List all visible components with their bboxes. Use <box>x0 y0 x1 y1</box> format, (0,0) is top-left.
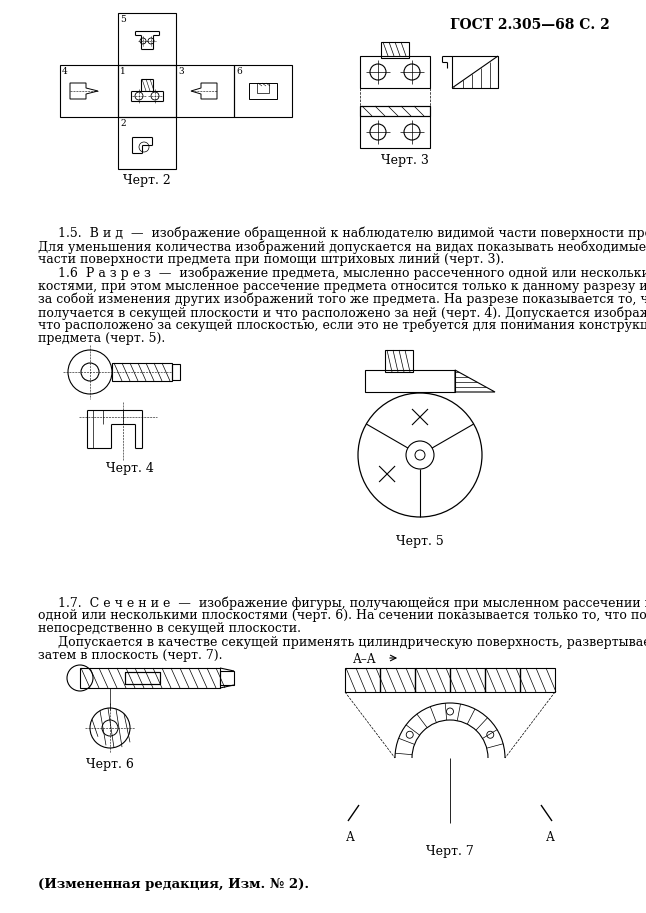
Bar <box>257 83 269 93</box>
Text: А–А: А–А <box>353 653 377 666</box>
Text: 1: 1 <box>120 67 126 76</box>
Text: ГОСТ 2.305—68 С. 2: ГОСТ 2.305—68 С. 2 <box>450 18 610 32</box>
Text: 5: 5 <box>120 15 126 24</box>
Bar <box>360 106 430 116</box>
Bar <box>385 350 413 372</box>
Text: 6: 6 <box>236 67 242 76</box>
Bar <box>176 65 234 117</box>
Text: 1.5.  В и д  —  изображение обращенной к наблюдателю видимой части поверхности п: 1.5. В и д — изображение обращенной к на… <box>38 227 646 240</box>
Text: 2: 2 <box>120 119 125 128</box>
Text: непосредственно в секущей плоскости.: непосредственно в секущей плоскости. <box>38 622 301 635</box>
Text: затем в плоскость (черт. 7).: затем в плоскость (черт. 7). <box>38 649 222 662</box>
Bar <box>60 65 118 117</box>
Text: А: А <box>546 831 554 844</box>
Text: части поверхности предмета при помощи штриховых линий (черт. 3).: части поверхности предмета при помощи шт… <box>38 253 505 266</box>
Bar <box>118 117 176 169</box>
Bar <box>381 42 409 58</box>
Bar <box>172 364 180 380</box>
Text: что расположено за секущей плоскостью, если это не требуется для понимания конст: что расположено за секущей плоскостью, е… <box>38 319 646 332</box>
Text: предмета (черт. 5).: предмета (черт. 5). <box>38 332 165 345</box>
Text: Допускается в качестве секущей применять цилиндрическую поверхность, развертывае: Допускается в качестве секущей применять… <box>38 636 646 649</box>
Bar <box>345 668 555 692</box>
Bar <box>360 106 430 148</box>
Text: 1.6  Р а з р е з  —  изображение предмета, мысленно рассеченного одной или неско: 1.6 Р а з р е з — изображение предмета, … <box>38 267 646 280</box>
Bar <box>249 83 277 99</box>
Bar <box>112 363 172 381</box>
Text: получается в секущей плоскости и что расположено за ней (черт. 4). Допускается и: получается в секущей плоскости и что рас… <box>38 306 646 320</box>
Text: Черт. 5: Черт. 5 <box>396 535 444 548</box>
Text: за собой изменения других изображений того же предмета. На разрезе показывается : за собой изменения других изображений то… <box>38 293 646 307</box>
Bar <box>234 65 292 117</box>
Text: 4: 4 <box>62 67 68 76</box>
Bar <box>125 672 160 684</box>
Text: (Измененная редакция, Изм. № 2).: (Измененная редакция, Изм. № 2). <box>38 878 309 891</box>
Bar <box>118 13 176 65</box>
Text: Черт. 7: Черт. 7 <box>426 845 474 858</box>
Text: А: А <box>346 831 355 844</box>
Text: 1.7.  С е ч е н и е  —  изображение фигуры, получающейся при мысленном рассечени: 1.7. С е ч е н и е — изображение фигуры,… <box>38 596 646 610</box>
Text: 3: 3 <box>178 67 183 76</box>
Bar <box>365 370 455 392</box>
Bar <box>452 56 498 88</box>
Text: Черт. 6: Черт. 6 <box>86 758 134 771</box>
Text: Для уменьшения количества изображений допускается на видах показывать необходимы: Для уменьшения количества изображений до… <box>38 240 646 254</box>
Text: Черт. 4: Черт. 4 <box>106 462 154 475</box>
Text: костями, при этом мысленное рассечение предмета относится только к данному разре: костями, при этом мысленное рассечение п… <box>38 280 646 293</box>
Bar <box>125 672 160 684</box>
Bar <box>360 56 430 88</box>
Text: Черт. 3: Черт. 3 <box>381 154 429 167</box>
Bar <box>220 671 234 685</box>
Bar <box>80 668 220 688</box>
Text: Черт. 2: Черт. 2 <box>123 174 171 187</box>
Text: одной или несколькими плоскостями (черт. 6). На сечении показывается только то, : одной или несколькими плоскостями (черт.… <box>38 609 646 622</box>
Bar <box>118 65 176 117</box>
